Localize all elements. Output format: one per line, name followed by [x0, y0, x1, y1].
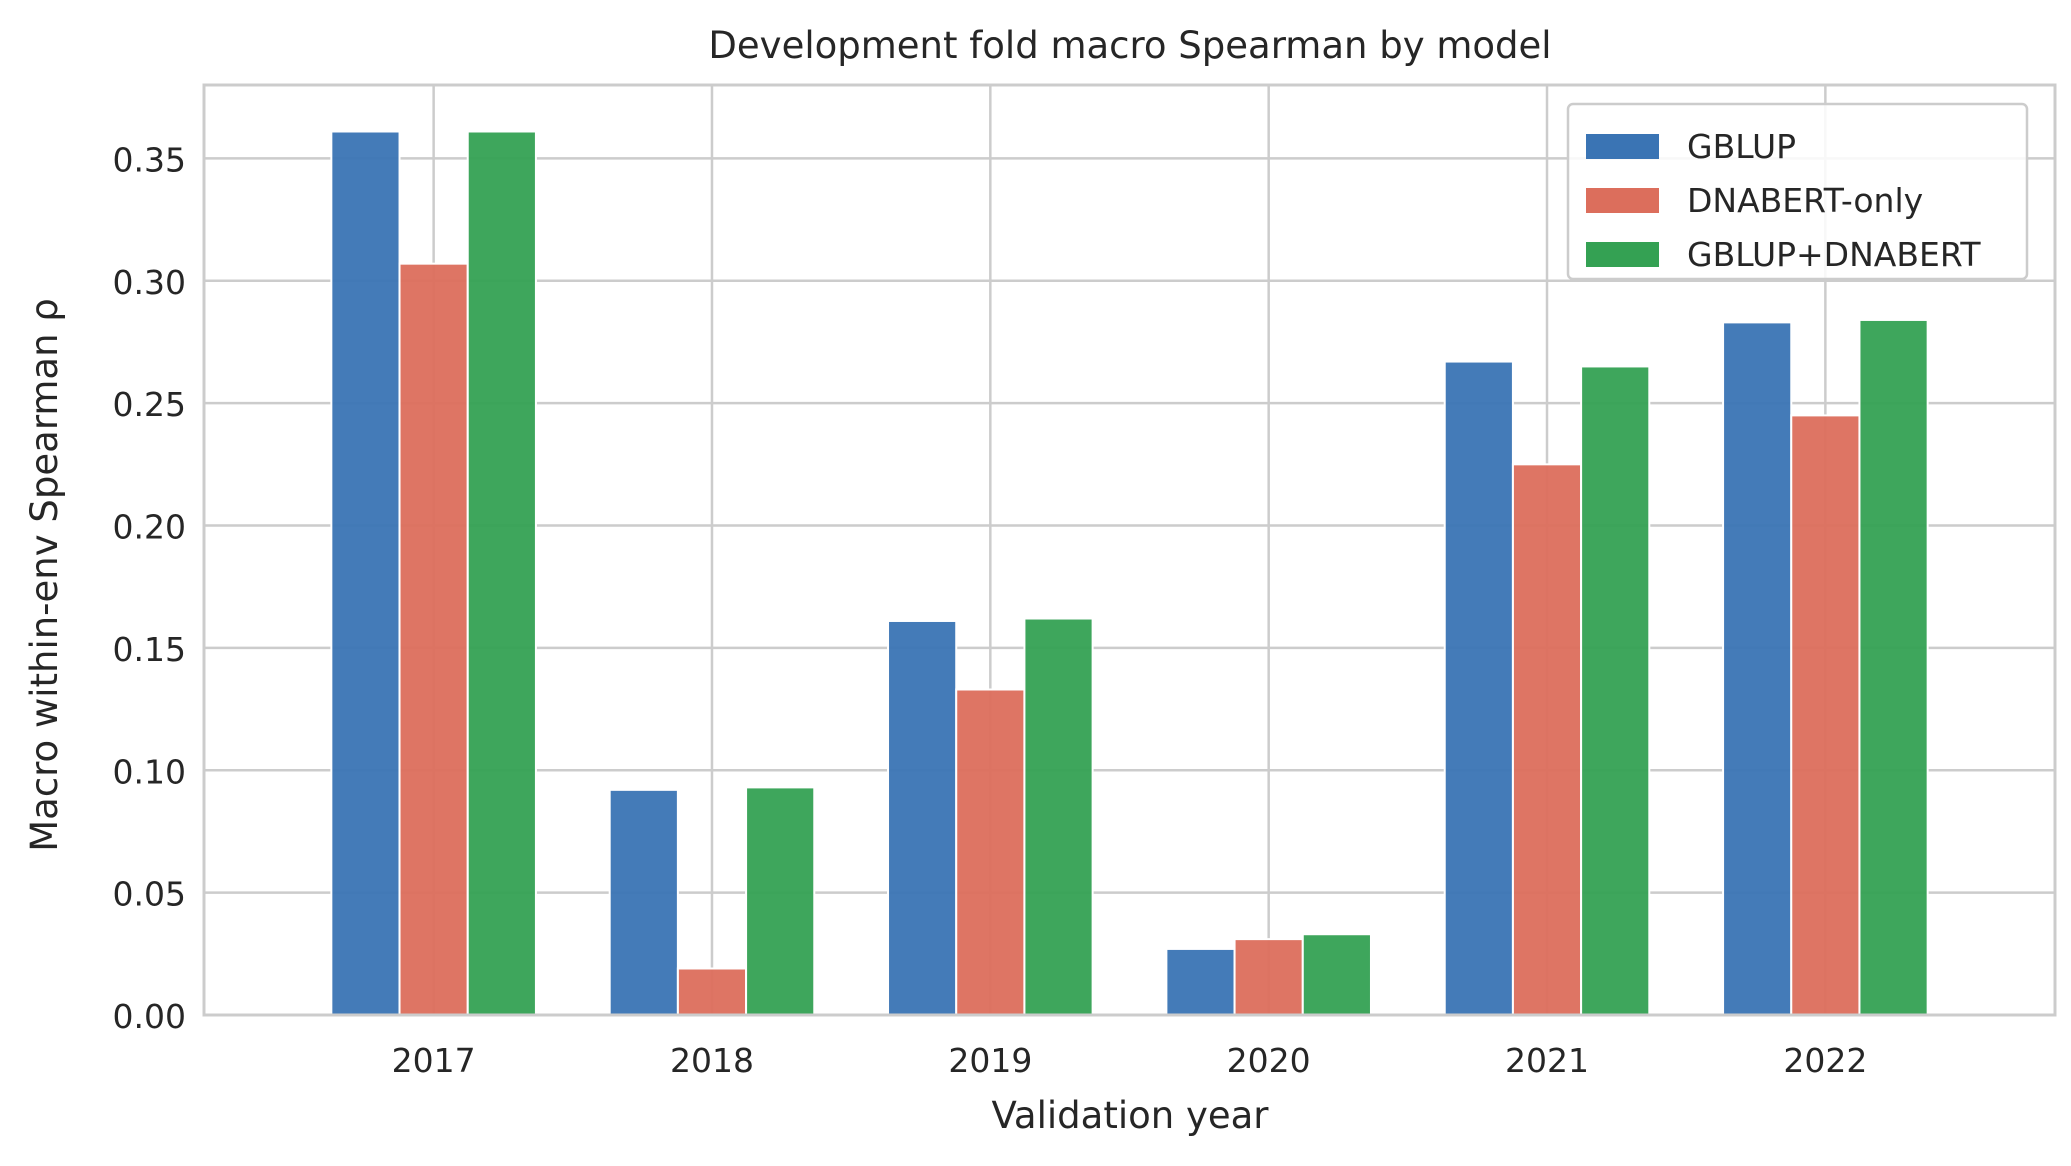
bar-gblup-dnabert-2018 — [745, 786, 816, 1016]
plot-frame — [202, 83, 2057, 1017]
x-tick-labels: 2017 2018 2019 2020 2021 2022 — [392, 1041, 1868, 1080]
legend-label: DNABERT-only — [1687, 181, 1923, 220]
legend-swatch — [1586, 242, 1659, 267]
bars — [330, 130, 1929, 1017]
legend-swatch — [1586, 188, 1659, 213]
legend-box — [1566, 102, 2029, 281]
bar-dnabert-only-2021 — [1511, 463, 1583, 1016]
legend-label: GBLUP — [1687, 127, 1796, 166]
bar-dnabert-only-2022 — [1790, 414, 1861, 1017]
y-tick-label: 0.35 — [113, 140, 186, 179]
bar-gblup-dnabert-2020 — [1301, 933, 1372, 1016]
bar-gblup-dnabert-2022 — [1858, 318, 1929, 1016]
y-tick-label: 0.20 — [113, 508, 186, 547]
x-tick-label: 2021 — [1505, 1041, 1589, 1080]
legend-swatch — [1586, 134, 1659, 159]
bar-gblup-dnabert-2019 — [1023, 617, 1094, 1016]
bar-gblup-2017 — [330, 130, 401, 1016]
x-tick-label: 2020 — [1227, 1041, 1311, 1080]
chart-title: Development fold macro Spearman by model — [708, 24, 1551, 67]
bar-dnabert-only-2020 — [1233, 938, 1304, 1017]
y-tick-label: 0.10 — [113, 752, 186, 791]
bar-gblup-2019 — [887, 619, 958, 1016]
legend-label: GBLUP+DNABERT — [1687, 235, 1981, 274]
bar-dnabert-only-2019 — [955, 688, 1026, 1016]
bar-gblup-2020 — [1165, 947, 1236, 1017]
y-tick-label: 0.05 — [113, 875, 186, 914]
bar-gblup-2018 — [608, 788, 679, 1016]
bar-gblup-2022 — [1722, 321, 1793, 1017]
x-tick-label: 2017 — [392, 1041, 476, 1080]
y-tick-label: 0.00 — [113, 997, 186, 1036]
y-tick-label: 0.25 — [113, 385, 186, 424]
bar-dnabert-only-2018 — [676, 967, 748, 1016]
y-tick-labels: 0.00 0.05 0.10 0.15 0.20 0.25 0.30 0.35 — [113, 140, 186, 1036]
y-tick-label: 0.30 — [113, 263, 186, 302]
legend: GBLUP DNABERT-only GBLUP+DNABERT — [1566, 102, 2029, 281]
bar-gblup-dnabert-2017 — [466, 130, 537, 1016]
bar-gblup-dnabert-2021 — [1580, 365, 1651, 1016]
bar-gblup-2021 — [1443, 360, 1514, 1017]
bar-dnabert-only-2017 — [398, 262, 469, 1016]
x-tick-label: 2018 — [670, 1041, 754, 1080]
x-tick-label: 2019 — [948, 1041, 1032, 1080]
x-axis-label: Validation year — [991, 1094, 1269, 1137]
y-axis-label: Macro within-env Spearman ρ — [23, 298, 66, 852]
x-tick-label: 2022 — [1783, 1041, 1867, 1080]
y-tick-label: 0.15 — [113, 630, 186, 669]
